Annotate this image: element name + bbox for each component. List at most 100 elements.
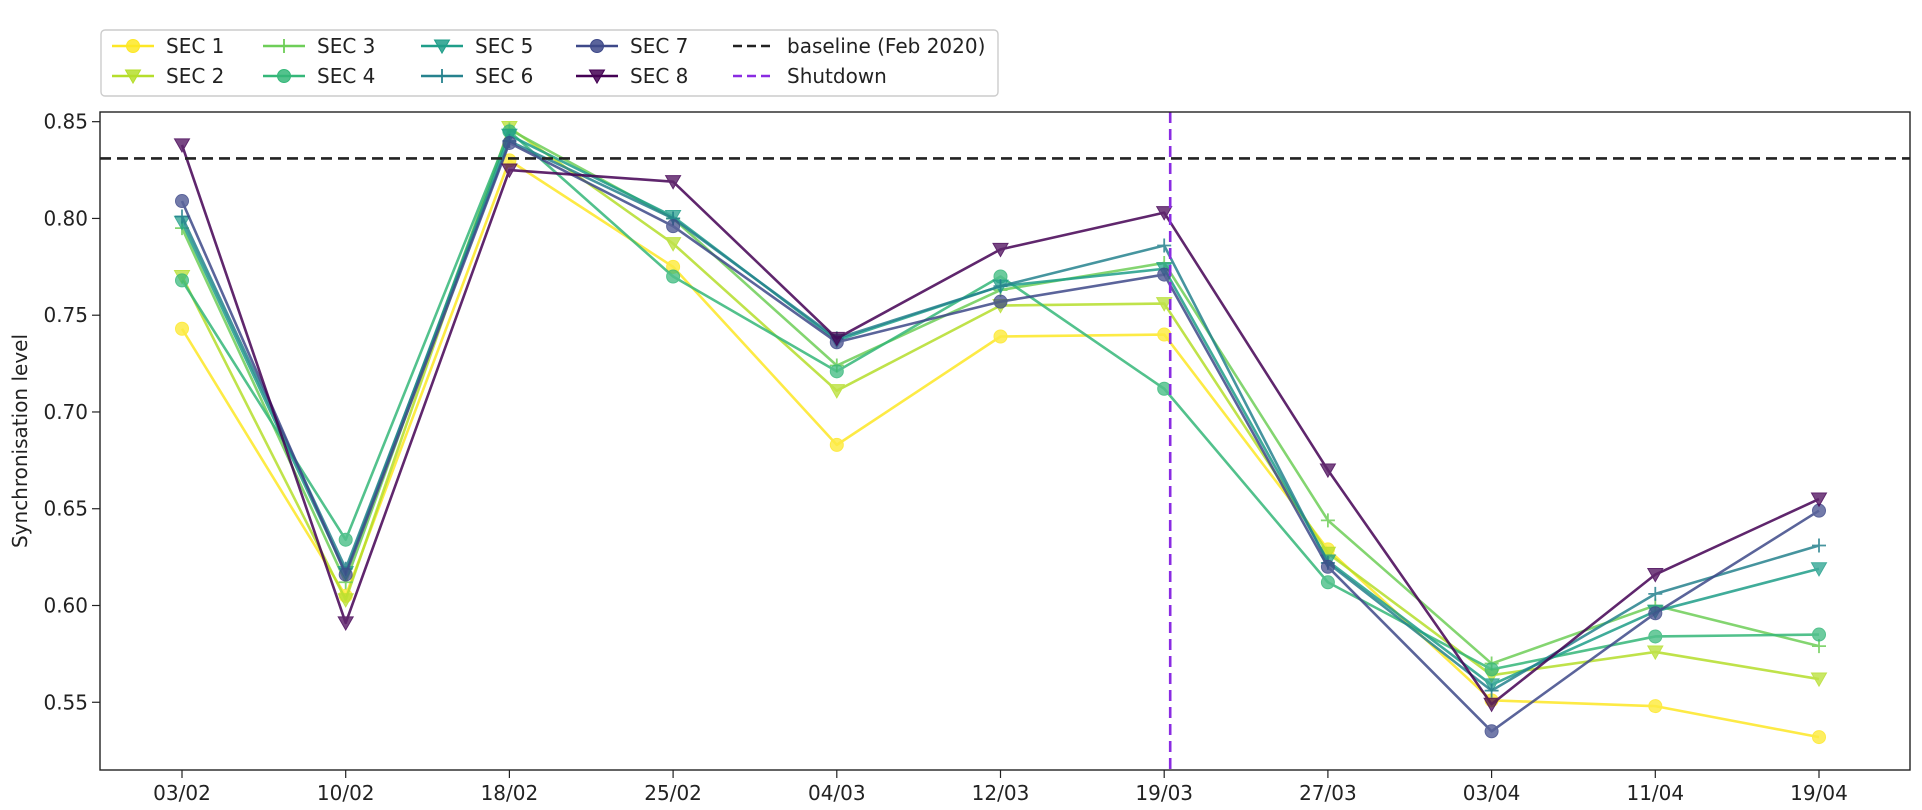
data-point (1812, 730, 1826, 745)
data-point (1812, 627, 1826, 642)
data-point (1484, 683, 1499, 698)
data-point (1157, 238, 1172, 253)
data-point (1648, 586, 1663, 601)
legend-marker (126, 39, 140, 53)
series-line (180, 133, 1820, 687)
data-point (175, 321, 189, 336)
data-point (992, 242, 1009, 258)
legend-marker (277, 69, 291, 83)
legend: SEC 1 SEC 2 SEC 3 SEC 4 SEC 5 SEC 6 SEC 7 SEC 8… (100, 29, 999, 97)
y-tick-label: 0.70 (43, 400, 88, 424)
x-tick-label: 12/03 (972, 781, 1030, 805)
data-point (1648, 629, 1663, 644)
data-point (1319, 463, 1337, 479)
y-tick-label: 0.65 (43, 497, 88, 521)
data-point (666, 219, 681, 234)
series-6 (175, 134, 1826, 698)
series-line (180, 139, 1820, 692)
data-point (993, 294, 1008, 309)
data-point (338, 567, 353, 582)
x-tick-label: 10/02 (317, 781, 375, 805)
legend-item: SEC 5 (421, 34, 533, 58)
data-point (1320, 575, 1335, 590)
data-point (1648, 699, 1663, 714)
data-point (829, 364, 844, 379)
legend-marker (277, 39, 291, 53)
y-tick-label: 0.85 (43, 110, 88, 134)
data-point (1810, 492, 1828, 508)
x-tick-label: 11/04 (1626, 781, 1684, 805)
series-line (180, 130, 1820, 671)
data-point (1320, 513, 1335, 528)
y-tick-label: 0.55 (43, 690, 88, 714)
data-point (1155, 297, 1173, 312)
x-tick-label: 18/02 (481, 781, 539, 805)
x-tick-label: 03/04 (1463, 781, 1521, 805)
x-tick-label: 19/04 (1790, 781, 1848, 805)
plot-frame (99, 111, 1911, 771)
legend-item: SEC 6 (421, 64, 533, 88)
data-point (337, 616, 355, 632)
data-point (173, 138, 191, 154)
data-point (664, 237, 682, 252)
y-tick-label: 0.60 (43, 594, 88, 618)
data-point (1648, 606, 1663, 621)
data-point (828, 331, 846, 347)
data-point (1646, 568, 1664, 583)
legend-item: SEC 3 (263, 34, 375, 58)
x-tick-label: 03/02 (153, 781, 211, 805)
legend-marker (433, 39, 451, 55)
data-point (338, 532, 353, 547)
data-point (1157, 267, 1172, 282)
legend-item: SEC 4 (263, 64, 375, 88)
legend-label: SEC 5 (475, 34, 533, 58)
series-line (180, 126, 1820, 681)
legend-item: SEC 8 (576, 64, 688, 88)
legend-item: Shutdown (733, 64, 887, 88)
y-tick-label: 0.80 (43, 206, 88, 230)
series-2 (173, 120, 1828, 688)
legend-label: SEC 3 (317, 34, 375, 58)
data-point (502, 135, 517, 150)
legend-label: SEC 4 (317, 64, 375, 88)
legend-label: Shutdown (787, 64, 887, 88)
data-point (1810, 562, 1828, 577)
data-point (666, 269, 681, 284)
series-8 (173, 138, 1828, 713)
y-tick-label: 0.75 (43, 303, 88, 327)
data-point (1484, 724, 1499, 739)
series-1 (175, 153, 1826, 745)
data-point (1157, 381, 1172, 396)
data-point (829, 437, 844, 452)
data-point (175, 273, 189, 288)
series-4 (175, 124, 1826, 677)
data-point (1320, 559, 1335, 574)
legend-box (100, 29, 999, 97)
data-point (1810, 672, 1828, 688)
x-tick-label: 27/03 (1299, 781, 1357, 805)
x-tick-label: 25/02 (644, 781, 702, 805)
legend-label: SEC 1 (166, 34, 224, 58)
legend-item: baseline (Feb 2020) (733, 34, 985, 58)
data-point (175, 209, 189, 224)
y-axis-title: Synchronisation level (8, 334, 32, 548)
series-7 (175, 135, 1826, 739)
legend-marker (435, 69, 449, 83)
x-tick-label: 19/03 (1135, 781, 1193, 805)
data-point (1646, 645, 1664, 661)
plot-layer: 0.55 0.60 0.65 0.70 0.75 0.80 0.85 03/02 10/02 18… (8, 110, 1911, 805)
data-point (1812, 538, 1826, 553)
data-point (175, 194, 189, 209)
data-point (337, 593, 355, 608)
legend-marker (124, 69, 142, 85)
legend-label: SEC 8 (630, 64, 688, 88)
data-point (993, 279, 1008, 294)
legend-label: SEC 6 (475, 64, 533, 88)
legend-label: SEC 7 (630, 34, 688, 58)
data-point (1483, 697, 1500, 713)
legend-label: baseline (Feb 2020) (787, 34, 985, 58)
legend-item: SEC 2 (112, 64, 224, 88)
data-point (1157, 327, 1172, 342)
data-point (1484, 662, 1499, 677)
series-3 (175, 122, 1826, 671)
